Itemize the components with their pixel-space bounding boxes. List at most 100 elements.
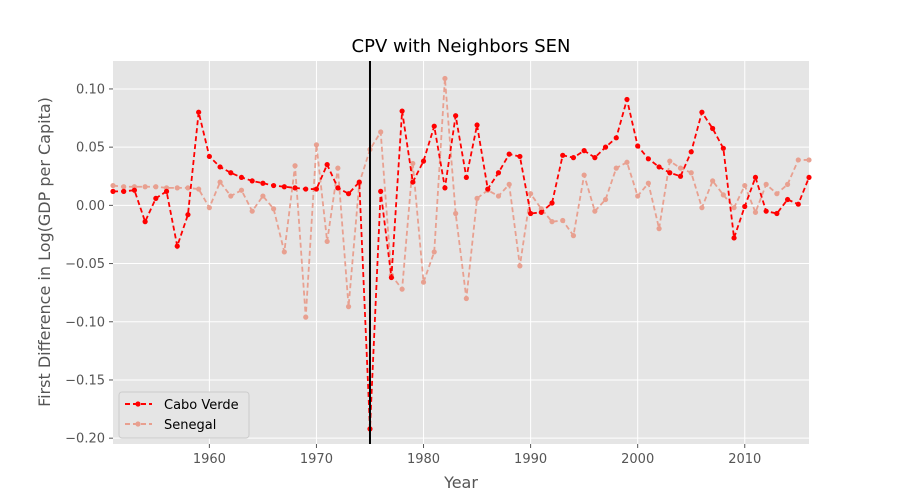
y-axis-label: First Difference in Log(GDP per Capita)	[35, 97, 54, 407]
data-point-cabo-verde	[142, 219, 148, 225]
data-point-senegal	[249, 208, 255, 214]
data-point-cabo-verde	[538, 209, 544, 215]
data-point-cabo-verde	[528, 210, 534, 217]
data-point-cabo-verde	[485, 186, 491, 192]
legend-label-cabo-verde: Cabo Verde	[164, 398, 239, 413]
data-point-senegal	[645, 180, 651, 186]
data-point-senegal	[517, 263, 523, 269]
data-point-cabo-verde	[313, 186, 320, 192]
data-point-senegal	[121, 184, 127, 190]
data-point-senegal	[656, 226, 662, 232]
data-point-cabo-verde	[645, 156, 651, 162]
data-point-senegal	[442, 75, 448, 82]
data-point-senegal	[174, 185, 180, 191]
data-point-senegal	[313, 142, 320, 148]
data-point-cabo-verde	[238, 174, 245, 181]
data-point-cabo-verde	[592, 155, 598, 161]
data-point-cabo-verde	[388, 274, 394, 281]
data-point-cabo-verde	[260, 180, 266, 186]
data-point-cabo-verde	[217, 164, 223, 170]
data-point-senegal	[153, 184, 159, 190]
data-point-cabo-verde	[495, 170, 502, 176]
data-point-senegal	[774, 191, 780, 197]
data-point-cabo-verde	[303, 186, 309, 192]
data-point-senegal	[410, 160, 416, 167]
x-axis-ticks: 1960 1970 1980 1990 2000 2010	[193, 444, 761, 467]
data-point-cabo-verde	[206, 153, 212, 160]
data-point-cabo-verde	[442, 185, 448, 191]
data-point-senegal	[784, 181, 791, 187]
data-point-cabo-verde	[196, 109, 202, 115]
data-point-senegal	[474, 195, 480, 201]
data-point-cabo-verde	[635, 143, 641, 149]
data-point-senegal	[431, 249, 437, 255]
x-tick-label: 2000	[621, 452, 654, 467]
data-point-senegal	[303, 314, 309, 320]
data-point-senegal	[378, 129, 384, 135]
data-point-cabo-verde	[324, 162, 330, 168]
data-point-senegal	[613, 165, 619, 171]
data-point-cabo-verde	[345, 191, 352, 197]
data-point-cabo-verde	[292, 185, 298, 191]
data-point-cabo-verde	[517, 153, 523, 160]
data-point-senegal	[570, 233, 577, 239]
data-point-senegal	[795, 157, 801, 163]
data-point-senegal	[752, 209, 759, 215]
data-point-senegal	[581, 172, 587, 178]
data-point-senegal	[399, 286, 405, 292]
data-point-cabo-verde	[153, 195, 159, 201]
x-tick-label: 1990	[514, 452, 547, 467]
series-line-senegal	[112, 78, 809, 318]
data-point-senegal	[420, 279, 427, 285]
y-tick-label: −0.10	[65, 315, 105, 330]
data-point-cabo-verde	[110, 188, 116, 194]
data-point-senegal	[806, 157, 812, 163]
data-point-senegal	[453, 210, 459, 217]
data-point-senegal	[624, 159, 630, 165]
data-point-senegal	[742, 182, 748, 189]
data-point-cabo-verde	[506, 151, 512, 157]
data-point-cabo-verde	[613, 135, 619, 141]
data-point-cabo-verde	[174, 243, 180, 249]
data-point-senegal	[335, 165, 341, 171]
data-point-cabo-verde	[624, 96, 630, 103]
data-point-cabo-verde	[399, 108, 405, 114]
data-point-senegal	[260, 193, 266, 199]
data-point-cabo-verde	[667, 170, 673, 176]
data-point-senegal	[699, 205, 705, 211]
legend: Cabo Verde Senegal	[118, 391, 250, 439]
data-point-cabo-verde	[378, 188, 384, 194]
data-point-senegal	[228, 193, 234, 199]
data-point-cabo-verde	[453, 113, 459, 119]
data-point-cabo-verde	[356, 179, 362, 185]
data-point-cabo-verde	[795, 201, 801, 207]
data-point-senegal	[110, 182, 116, 189]
data-point-cabo-verde	[281, 184, 287, 190]
data-point-senegal	[281, 249, 287, 255]
data-point-cabo-verde	[431, 123, 437, 129]
data-point-senegal	[549, 219, 555, 225]
y-tick-label: 0.00	[76, 199, 105, 214]
data-point-senegal	[667, 158, 673, 164]
data-point-cabo-verde	[228, 170, 234, 176]
data-point-cabo-verde	[549, 200, 555, 206]
legend-label-senegal: Senegal	[164, 418, 216, 433]
data-point-cabo-verde	[570, 155, 577, 161]
data-point-cabo-verde	[688, 149, 694, 155]
data-point-senegal	[271, 206, 277, 212]
data-point-cabo-verde	[656, 164, 662, 170]
y-tick-label: −0.15	[65, 373, 105, 388]
data-point-cabo-verde	[249, 178, 255, 184]
data-point-senegal	[292, 163, 298, 169]
data-point-cabo-verde	[699, 109, 705, 115]
data-point-senegal	[688, 170, 694, 176]
data-point-cabo-verde	[131, 187, 138, 193]
x-tick-label: 1960	[193, 452, 226, 467]
series-layer	[110, 75, 812, 432]
data-point-senegal	[206, 205, 212, 211]
data-point-cabo-verde	[463, 174, 469, 181]
grid-lines	[113, 61, 809, 444]
data-point-senegal	[528, 191, 534, 197]
data-point-cabo-verde	[677, 173, 684, 179]
